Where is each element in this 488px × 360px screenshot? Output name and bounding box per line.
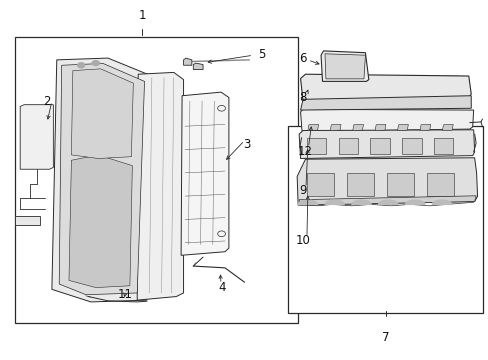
Polygon shape — [137, 72, 183, 300]
Polygon shape — [297, 158, 477, 205]
Polygon shape — [299, 196, 475, 205]
Circle shape — [77, 62, 85, 68]
Polygon shape — [298, 200, 317, 204]
Polygon shape — [71, 69, 133, 158]
Text: 1: 1 — [138, 9, 145, 22]
Bar — [426, 173, 453, 196]
Polygon shape — [419, 125, 430, 131]
Bar — [433, 138, 452, 154]
Polygon shape — [69, 155, 132, 288]
Polygon shape — [330, 125, 340, 131]
Text: 5: 5 — [257, 48, 264, 61]
Polygon shape — [442, 125, 452, 131]
Bar — [346, 173, 373, 196]
Polygon shape — [300, 96, 470, 110]
Bar — [306, 173, 333, 196]
Polygon shape — [307, 125, 318, 131]
Bar — [386, 173, 413, 196]
Bar — [369, 138, 389, 154]
Polygon shape — [351, 200, 370, 204]
Bar — [288, 126, 483, 313]
Text: 3: 3 — [243, 138, 250, 150]
Polygon shape — [300, 74, 470, 101]
Text: 6: 6 — [299, 51, 306, 64]
Polygon shape — [352, 125, 363, 131]
Polygon shape — [405, 200, 424, 204]
Polygon shape — [193, 63, 203, 69]
Polygon shape — [374, 125, 385, 131]
Text: 10: 10 — [295, 234, 310, 247]
Bar — [15, 37, 298, 323]
Polygon shape — [183, 58, 191, 65]
Polygon shape — [300, 109, 473, 132]
Text: 9: 9 — [299, 184, 306, 197]
Polygon shape — [321, 51, 368, 81]
Polygon shape — [181, 92, 228, 255]
Bar — [338, 138, 357, 154]
Bar — [306, 138, 326, 154]
Text: 8: 8 — [299, 91, 306, 104]
Polygon shape — [397, 125, 407, 131]
Text: 2: 2 — [43, 95, 51, 108]
Text: 4: 4 — [218, 281, 226, 294]
Polygon shape — [15, 216, 40, 225]
Polygon shape — [59, 63, 144, 295]
Text: 7: 7 — [382, 331, 389, 344]
Polygon shape — [325, 54, 365, 79]
Polygon shape — [20, 105, 53, 169]
Polygon shape — [299, 130, 474, 158]
Text: 12: 12 — [297, 145, 312, 158]
Polygon shape — [378, 200, 397, 204]
Circle shape — [92, 60, 100, 66]
Text: 11: 11 — [117, 288, 132, 301]
Polygon shape — [52, 58, 152, 302]
Bar — [401, 138, 421, 154]
Polygon shape — [325, 200, 344, 204]
Polygon shape — [431, 200, 451, 204]
